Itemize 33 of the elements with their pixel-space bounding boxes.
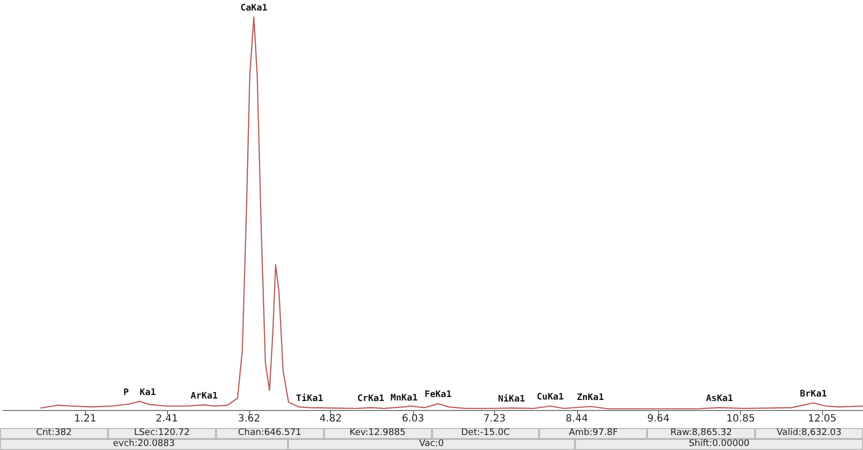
text: Shift:0.00000	[575, 439, 863, 450]
annotation: FeKa1	[424, 390, 452, 400]
x-tick-label: 12.05	[808, 414, 837, 424]
annotation: CuKa1	[536, 392, 564, 403]
text: Cnt:382	[0, 428, 108, 439]
text: Vac:0	[288, 439, 576, 450]
x-tick-label: 10.85	[726, 414, 755, 424]
x-tick-label: 4.82	[320, 414, 342, 424]
text: Raw:8,865.32	[647, 428, 756, 439]
x-tick-label: 1.21	[74, 414, 96, 424]
text: evch:20.0883	[0, 439, 288, 450]
annotation: NiKa1	[498, 394, 526, 405]
annotation: ArKa1	[190, 391, 218, 402]
text: Amb:97.8F	[539, 428, 648, 439]
annotation: BrKa1	[800, 389, 827, 400]
x-tick-label: 3.62	[238, 414, 260, 424]
text: Det:-15.0C	[432, 428, 540, 439]
x-tick-label: 9.64	[647, 414, 670, 424]
annotation: ZnKa1	[576, 392, 604, 403]
annotation: P Ka1	[123, 388, 156, 398]
annotation: TiKa1	[296, 393, 324, 404]
x-tick-label: 6.03	[402, 414, 424, 424]
text: Kev:12.9885	[324, 428, 432, 439]
annotation: CrKa1	[357, 394, 384, 404]
x-tick-label: 7.23	[483, 414, 506, 424]
annotation: AsKa1	[706, 394, 734, 404]
x-tick-label: 8.44	[566, 414, 588, 424]
text: Chan:646.571	[216, 428, 324, 439]
x-tick-label: 2.41	[156, 414, 178, 424]
annotation: MnKa1	[390, 393, 418, 404]
text: Valid:8,632.03	[755, 428, 863, 439]
annotation: CaKa1	[240, 4, 268, 14]
text: LSec:120.72	[108, 428, 216, 439]
